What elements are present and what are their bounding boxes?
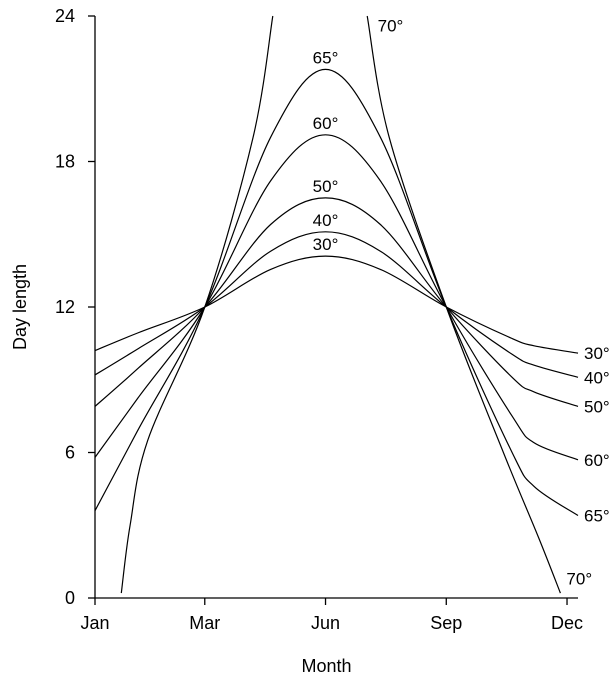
curve-label: 65° [313,48,339,67]
series-line-70-right [366,15,561,594]
series-line-30 [94,255,579,354]
axes: 0 6 12 18 24 Jan Mar Jun Sep Dec [55,6,583,633]
curve-label: 40° [584,368,610,387]
y-tick-label: 18 [55,152,75,172]
series-line-50 [94,197,579,407]
series-line-40 [94,231,579,378]
curve-label: 65° [584,507,610,526]
curve-label: 60° [584,451,610,470]
y-axis-label: Day length [10,264,30,350]
y-tick-label: 0 [65,588,75,608]
x-tick-label: Sep [430,613,462,633]
curves [94,15,579,594]
x-axis-label: Month [301,656,351,676]
series-line-60 [94,134,579,461]
curve-label: 40° [313,211,339,230]
curve-label: 50° [313,177,339,196]
x-tick-label: Mar [189,613,220,633]
series-line-70-left [120,15,274,594]
curve-label: 30° [584,344,610,363]
x-tick-label: Jan [80,613,109,633]
x-tick-label: Dec [551,613,583,633]
curve-label: 30° [313,235,339,254]
series-line-65 [94,68,579,517]
curve-label: 60° [313,114,339,133]
y-tick-label: 24 [55,6,75,26]
curve-label: 70° [378,17,404,36]
y-tick-label: 12 [55,297,75,317]
curve-label: 50° [584,397,610,416]
curve-labels: 65° 60° 50° 40° 30° 70° 30° 40° 50° 60° 65° 70° [313,17,610,589]
curve-label: 70° [566,570,592,589]
y-tick-label: 6 [65,443,75,463]
x-tick-label: Jun [311,613,340,633]
